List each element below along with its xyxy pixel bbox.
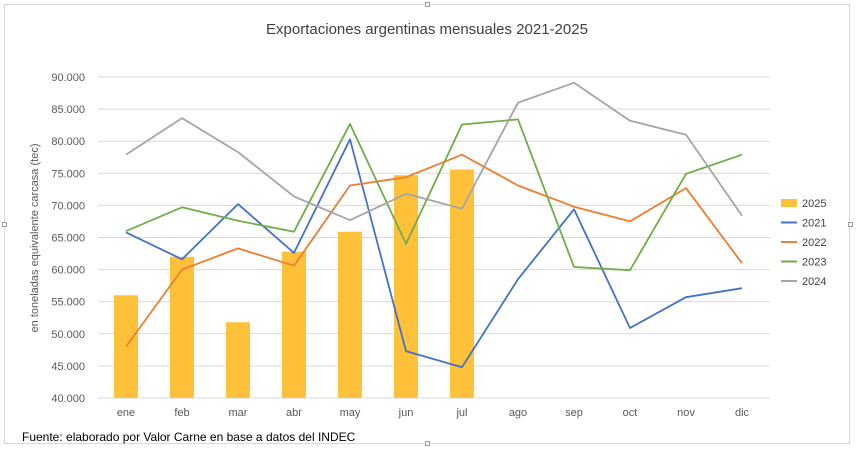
x-tick-label: oct bbox=[623, 407, 638, 419]
legend-label-2022: 2022 bbox=[802, 237, 826, 249]
resize-handle-top[interactable] bbox=[425, 2, 430, 7]
x-tick-label: may bbox=[340, 407, 361, 419]
y-tick-label: 55.000 bbox=[51, 297, 85, 309]
legend-swatch-2025 bbox=[781, 199, 797, 207]
x-tick-label: sep bbox=[565, 407, 583, 419]
bar-2025-may bbox=[338, 231, 362, 398]
xtick-layer: ene feb mar abr may jun jul ago sep oct nov dic bbox=[117, 407, 750, 419]
legend-label-2025: 2025 bbox=[802, 198, 826, 210]
bar-2025-jul bbox=[450, 169, 474, 398]
x-tick-label: jul bbox=[455, 407, 467, 419]
y-tick-label: 70.000 bbox=[51, 200, 85, 212]
line-series-2023 bbox=[125, 118, 743, 272]
y-tick-label: 60.000 bbox=[51, 265, 85, 277]
x-tick-label: feb bbox=[174, 407, 189, 419]
ytick-layer: 40.000 45.000 50.000 55.000 60.000 65.000 70.0… bbox=[51, 72, 85, 405]
x-tick-label: abr bbox=[286, 407, 302, 419]
source-note: Fuente: elaborado por Valor Carne en bas… bbox=[22, 430, 356, 444]
resize-handle-bottom[interactable] bbox=[425, 441, 430, 446]
y-tick-label: 85.000 bbox=[51, 104, 85, 116]
y-tick-label: 90.000 bbox=[51, 72, 85, 84]
bar-2025-feb bbox=[170, 256, 194, 398]
y-tick-label: 50.000 bbox=[51, 329, 85, 341]
chart-title: Exportaciones argentinas mensuales 2021-… bbox=[266, 21, 588, 38]
bar-2025-jun bbox=[394, 175, 418, 398]
grid-layer bbox=[98, 76, 770, 399]
y-tick-label: 75.000 bbox=[51, 168, 85, 180]
x-tick-label: jun bbox=[398, 407, 414, 419]
resize-handle-left[interactable] bbox=[2, 222, 7, 227]
line-layer bbox=[125, 81, 743, 369]
y-tick-label: 80.000 bbox=[51, 136, 85, 148]
x-tick-label: dic bbox=[735, 407, 750, 419]
legend: 2025 2021 2022 2023 2024 bbox=[781, 198, 826, 288]
x-tick-label: mar bbox=[229, 407, 248, 419]
resize-handle-right[interactable] bbox=[848, 222, 853, 227]
legend-label-2024: 2024 bbox=[802, 276, 826, 288]
x-tick-label: ago bbox=[509, 407, 527, 419]
bar-2025-abr bbox=[282, 251, 306, 398]
bar-2025-mar bbox=[226, 322, 250, 398]
y-tick-label: 45.000 bbox=[51, 361, 85, 373]
legend-label-2021: 2021 bbox=[802, 218, 826, 230]
legend-label-2023: 2023 bbox=[802, 257, 826, 269]
x-tick-label: ene bbox=[117, 407, 135, 419]
y-tick-label: 40.000 bbox=[51, 393, 85, 405]
bar-layer bbox=[114, 169, 474, 398]
y-axis-label: en toneladas equivalente carcasa (tec) bbox=[29, 144, 41, 333]
line-series-2021 bbox=[125, 138, 743, 369]
y-tick-label: 65.000 bbox=[51, 233, 85, 245]
line-series-2024 bbox=[125, 81, 743, 222]
x-tick-label: nov bbox=[677, 407, 695, 419]
bar-2025-ene bbox=[114, 295, 138, 398]
line-series-2022 bbox=[125, 153, 743, 348]
